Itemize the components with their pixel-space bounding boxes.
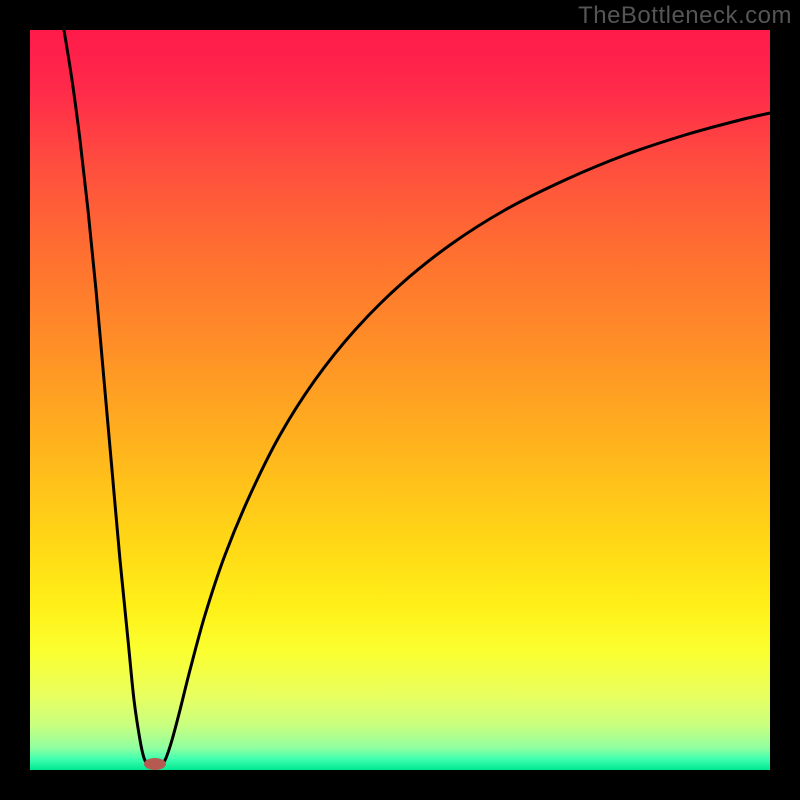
gradient-background — [30, 30, 770, 770]
minimum-marker — [144, 758, 166, 770]
watermark-text: TheBottleneck.com — [578, 2, 792, 30]
bottleneck-chart — [0, 0, 800, 800]
chart-container: TheBottleneck.com — [0, 0, 800, 800]
